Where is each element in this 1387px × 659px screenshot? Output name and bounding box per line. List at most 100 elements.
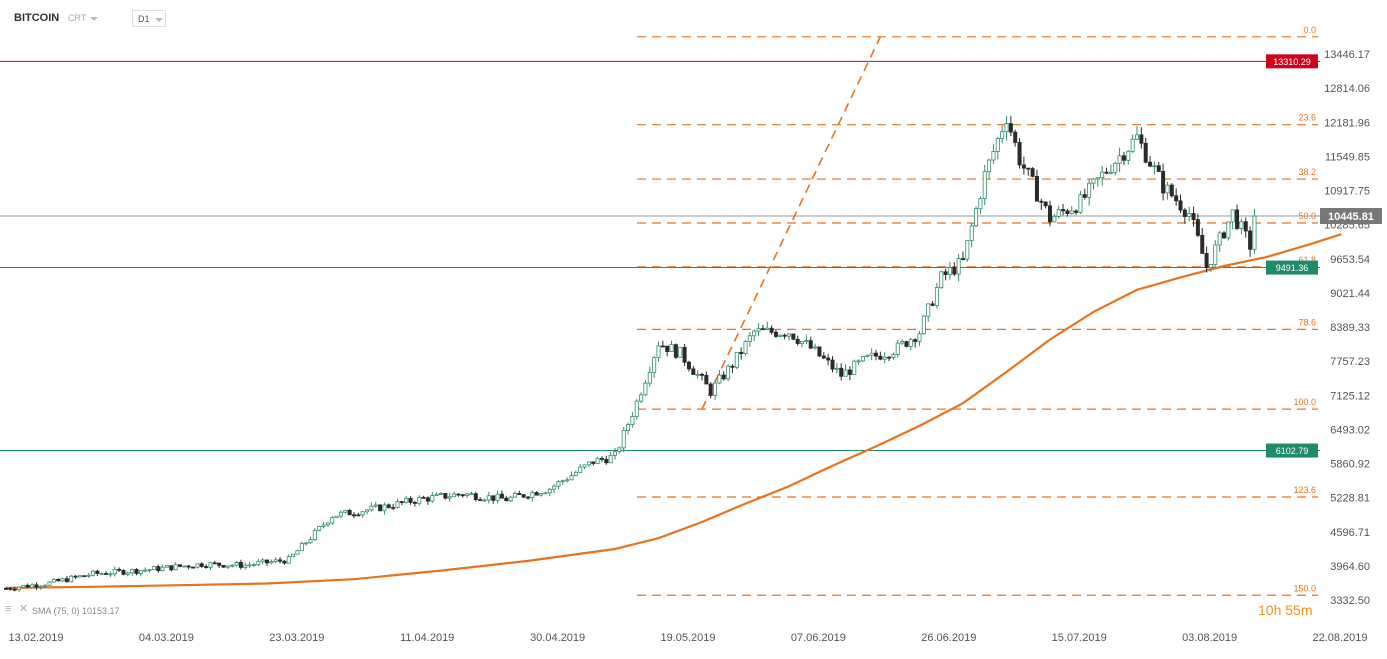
candle[interactable]: [199, 562, 204, 568]
candle[interactable]: [286, 554, 291, 564]
candle[interactable]: [334, 515, 339, 518]
candle[interactable]: [843, 364, 848, 377]
candle[interactable]: [560, 479, 565, 485]
candle[interactable]: [77, 575, 82, 578]
candle[interactable]: [1222, 231, 1227, 240]
candle[interactable]: [878, 351, 883, 361]
candle[interactable]: [739, 347, 744, 360]
candle[interactable]: [1130, 134, 1135, 154]
candle[interactable]: [652, 356, 657, 379]
candle[interactable]: [604, 455, 609, 465]
candle[interactable]: [1139, 127, 1144, 149]
candle[interactable]: [891, 352, 896, 360]
candle[interactable]: [143, 567, 148, 573]
candle[interactable]: [1087, 179, 1092, 206]
candle[interactable]: [43, 584, 48, 588]
candle[interactable]: [38, 584, 43, 590]
candle[interactable]: [847, 366, 852, 381]
candle[interactable]: [582, 464, 587, 470]
candle[interactable]: [269, 559, 274, 565]
candle[interactable]: [73, 574, 78, 580]
candle[interactable]: [351, 512, 356, 519]
candle[interactable]: [773, 329, 778, 339]
candle[interactable]: [225, 565, 230, 570]
candle[interactable]: [965, 240, 970, 262]
candle[interactable]: [660, 340, 665, 348]
candle[interactable]: [826, 353, 831, 366]
candle[interactable]: [160, 564, 165, 572]
candle[interactable]: [1174, 188, 1179, 206]
candle[interactable]: [599, 456, 604, 462]
candle[interactable]: [682, 343, 687, 366]
timeframe-selector[interactable]: D1: [132, 10, 166, 27]
candle[interactable]: [752, 329, 757, 342]
candle[interactable]: [60, 577, 65, 582]
candle[interactable]: [1100, 165, 1105, 186]
candle[interactable]: [69, 574, 74, 583]
candle[interactable]: [330, 515, 335, 525]
candle[interactable]: [125, 571, 130, 577]
candle[interactable]: [1074, 209, 1079, 215]
candle[interactable]: [399, 501, 404, 506]
candle[interactable]: [21, 584, 26, 589]
candle[interactable]: [1178, 194, 1183, 213]
candle[interactable]: [1239, 218, 1244, 235]
candle[interactable]: [173, 562, 178, 571]
candle[interactable]: [987, 158, 992, 180]
candle[interactable]: [338, 510, 343, 519]
candle[interactable]: [221, 564, 226, 568]
candle[interactable]: [473, 491, 478, 502]
candle[interactable]: [586, 461, 591, 467]
candle[interactable]: [499, 490, 504, 499]
candle[interactable]: [382, 502, 387, 515]
candle[interactable]: [552, 483, 557, 494]
chevron-down-icon[interactable]: [90, 17, 98, 21]
candle[interactable]: [365, 509, 370, 515]
candle[interactable]: [447, 492, 452, 502]
candle[interactable]: [1034, 169, 1039, 202]
candle[interactable]: [621, 427, 626, 453]
candle[interactable]: [974, 206, 979, 228]
candle[interactable]: [656, 341, 661, 362]
candle[interactable]: [1078, 190, 1083, 214]
candle[interactable]: [1117, 147, 1122, 172]
candle[interactable]: [1091, 177, 1096, 190]
candle[interactable]: [569, 471, 574, 481]
candle[interactable]: [1213, 240, 1218, 266]
candle[interactable]: [1065, 208, 1070, 217]
candle[interactable]: [164, 565, 169, 568]
candle[interactable]: [991, 144, 996, 164]
candle[interactable]: [8, 587, 13, 591]
candle[interactable]: [99, 572, 104, 575]
candle[interactable]: [926, 303, 931, 322]
candle[interactable]: [278, 557, 283, 564]
candle[interactable]: [1217, 231, 1222, 253]
candle[interactable]: [169, 565, 174, 572]
candle[interactable]: [1148, 156, 1153, 168]
candle[interactable]: [391, 503, 396, 510]
candle[interactable]: [717, 369, 722, 385]
candle[interactable]: [634, 399, 639, 420]
candle[interactable]: [695, 370, 700, 379]
candle[interactable]: [913, 338, 918, 348]
candle[interactable]: [808, 336, 813, 349]
candle[interactable]: [1056, 205, 1061, 219]
candle[interactable]: [212, 560, 217, 565]
candle[interactable]: [617, 446, 622, 454]
candle[interactable]: [730, 364, 735, 373]
candle[interactable]: [191, 566, 196, 569]
candle[interactable]: [895, 339, 900, 358]
candle[interactable]: [608, 451, 613, 464]
candle[interactable]: [82, 575, 87, 578]
candle[interactable]: [130, 568, 135, 576]
candle[interactable]: [1204, 246, 1209, 273]
candle[interactable]: [378, 504, 383, 512]
candle[interactable]: [556, 480, 561, 490]
candle[interactable]: [1048, 200, 1053, 227]
candle[interactable]: [47, 581, 52, 586]
candle[interactable]: [795, 335, 800, 346]
candle[interactable]: [1121, 151, 1126, 166]
candle[interactable]: [534, 491, 539, 496]
candle[interactable]: [34, 582, 39, 590]
candle[interactable]: [208, 561, 213, 571]
